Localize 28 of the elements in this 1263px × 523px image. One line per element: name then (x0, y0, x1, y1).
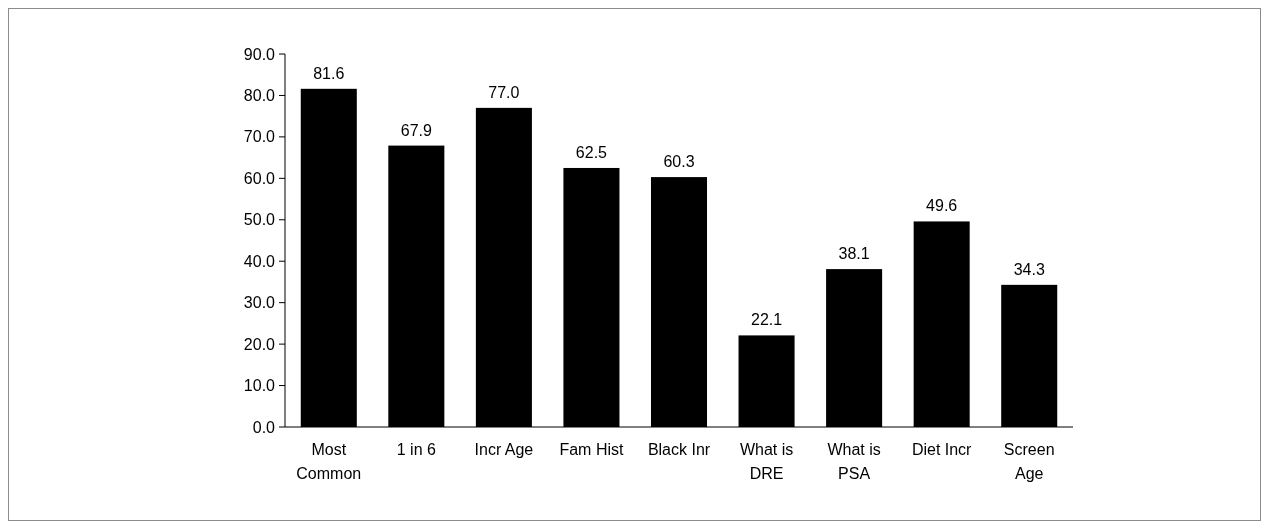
x-tick-label: Screen Age (1003, 441, 1055, 482)
x-tick-label: What is PSA (827, 441, 881, 482)
y-tick-label: 60.0 (243, 169, 276, 187)
y-tick-label: 90.0 (243, 45, 276, 63)
data-label: 22.1 (750, 311, 783, 329)
data-label: 77.0 (488, 83, 520, 101)
x-tick-label: Fam Hist (559, 441, 624, 458)
data-label: 38.1 (838, 245, 870, 263)
x-tick-label: Black Inr (647, 441, 711, 458)
x-tick-label: 1 in 6 (396, 441, 437, 458)
y-tick-label: 40.0 (243, 252, 276, 270)
data-label: 67.9 (400, 121, 433, 139)
y-tick-label: 50.0 (243, 211, 276, 229)
x-tick-label: Incr Age (474, 441, 534, 458)
y-tick-label: 0.0 (252, 418, 276, 436)
data-label: 60.3 (663, 153, 695, 171)
x-tick-label: Diet Incr (911, 441, 973, 458)
y-tick-label: 80.0 (243, 87, 276, 105)
data-label: 81.6 (313, 64, 345, 82)
data-label: 62.5 (575, 143, 608, 161)
x-tick-label: What is DRE (739, 441, 794, 482)
data-label: 34.3 (1013, 260, 1045, 278)
y-tick-label: 10.0 (243, 377, 276, 395)
y-tick-label: 30.0 (243, 294, 276, 312)
y-tick-label: 20.0 (243, 335, 276, 353)
data-label: 49.6 (926, 197, 958, 215)
x-tick-label: Most Common (296, 441, 362, 482)
y-tick-label: 70.0 (243, 128, 276, 146)
